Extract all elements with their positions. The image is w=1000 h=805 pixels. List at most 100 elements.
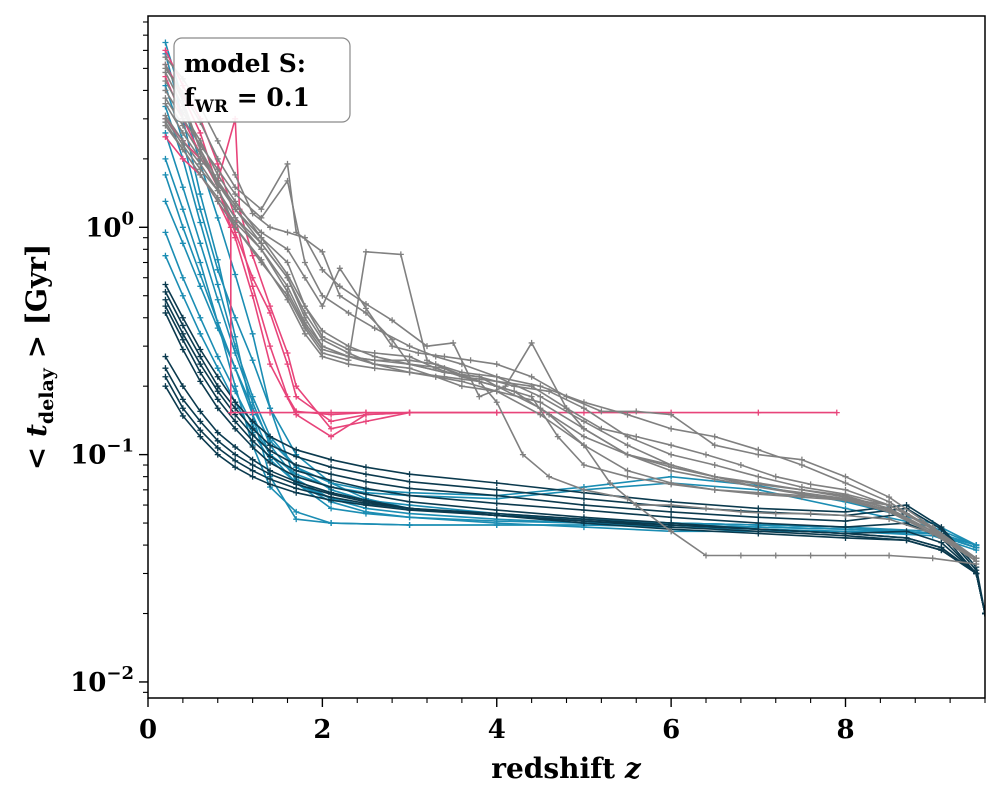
series-line (164, 121, 977, 562)
data-point (267, 459, 274, 466)
data-point (929, 555, 936, 562)
data-point (973, 570, 980, 577)
data-point (179, 322, 186, 329)
data-point (301, 303, 308, 310)
data-point (580, 518, 587, 525)
series-gray-34 (162, 115, 980, 568)
data-point (537, 411, 544, 418)
data-point (267, 343, 274, 350)
data-point (249, 473, 256, 480)
data-point (162, 47, 169, 54)
data-point (362, 508, 369, 515)
data-point (179, 330, 186, 337)
series-line (164, 305, 985, 614)
data-point (232, 234, 239, 241)
data-point (328, 464, 335, 471)
data-point (214, 383, 221, 390)
data-point (493, 373, 500, 380)
data-point (328, 456, 335, 463)
data-point (624, 495, 631, 502)
data-point (493, 492, 500, 499)
data-point (214, 405, 221, 412)
data-point (293, 462, 300, 469)
annotation-box: model S: fWR = 0.1 (173, 37, 351, 123)
data-point (293, 393, 300, 400)
series-line (164, 291, 985, 614)
data-point (371, 357, 378, 364)
data-point (249, 292, 256, 299)
data-point (511, 383, 518, 390)
data-point (162, 171, 169, 178)
data-point (842, 491, 849, 498)
data-point (362, 485, 369, 492)
data-point (703, 505, 709, 512)
data-point (807, 481, 814, 488)
data-point (319, 343, 326, 350)
data-point (162, 95, 169, 102)
data-point (232, 383, 239, 390)
series-teal-6 (162, 198, 980, 549)
data-point (903, 534, 910, 541)
data-point (633, 408, 640, 415)
annotation-line2: fWR = 0.1 (184, 83, 310, 117)
data-point (284, 259, 291, 266)
data-point (755, 514, 762, 521)
data-point (232, 314, 239, 321)
data-point (580, 405, 587, 412)
annotation-frame (173, 37, 351, 123)
data-point (267, 224, 274, 231)
data-point (162, 119, 169, 126)
data-point (258, 229, 265, 236)
data-point (362, 248, 369, 255)
data-point (214, 365, 221, 372)
data-point (162, 133, 169, 140)
data-point (624, 411, 631, 418)
data-point (537, 383, 544, 390)
data-point (293, 489, 300, 496)
data-point (267, 442, 274, 449)
data-point (293, 453, 300, 460)
data-point (493, 399, 500, 406)
data-point (284, 160, 291, 167)
data-point (319, 266, 326, 273)
data-point (886, 516, 893, 523)
data-point (345, 353, 352, 360)
data-point (362, 464, 369, 471)
data-point (284, 283, 291, 290)
data-point (406, 369, 413, 376)
data-point (232, 349, 239, 356)
data-point (624, 467, 631, 474)
data-point (580, 425, 587, 432)
data-point (362, 305, 369, 312)
data-point (554, 433, 561, 440)
data-point (249, 210, 256, 217)
data-point (267, 433, 274, 440)
data-point (293, 411, 300, 418)
data-point (432, 373, 439, 380)
data-point (284, 361, 291, 368)
axes-layer: 0 2 4 6 8 10−2 10−1 100 (70, 21, 986, 745)
data-point (162, 252, 169, 259)
series-line (164, 118, 977, 565)
data-point (563, 405, 570, 412)
data-point (179, 396, 186, 403)
data-point (493, 500, 500, 507)
data-point (772, 510, 779, 517)
data-point (232, 418, 239, 425)
data-point (668, 425, 675, 432)
data-point (179, 274, 186, 281)
data-point (162, 87, 169, 94)
data-point (441, 369, 448, 376)
data-point (755, 520, 762, 527)
data-point (249, 283, 256, 290)
series-dark-18 (162, 383, 985, 617)
data-point (424, 357, 430, 364)
data-point (249, 330, 256, 337)
data-point (284, 292, 291, 299)
series-gray-33 (162, 100, 980, 565)
data-point (162, 303, 169, 310)
data-point (607, 480, 614, 487)
data-point (886, 502, 893, 509)
data-point (938, 544, 945, 551)
